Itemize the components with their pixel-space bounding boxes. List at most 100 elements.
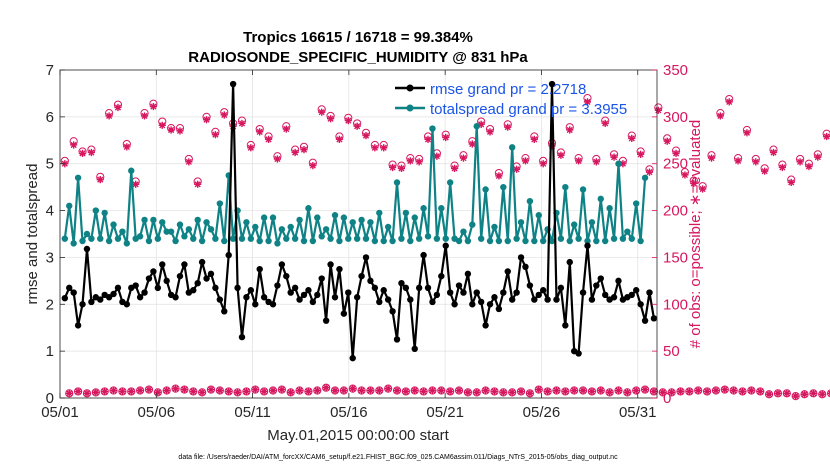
- data-layer: [60, 80, 830, 401]
- rmse-point: [216, 296, 224, 303]
- rmse-point: [97, 296, 104, 303]
- totalspread-point: [442, 235, 449, 242]
- rmse-point: [615, 277, 622, 285]
- rmse-point: [407, 296, 414, 303]
- obs-evaluated-point: [256, 128, 264, 136]
- rmse-point: [482, 322, 489, 329]
- obs-evaluated-point: [685, 387, 693, 396]
- rmse-point: [548, 80, 556, 88]
- obs-evaluated-point: [242, 387, 251, 396]
- rmse-point: [433, 291, 441, 299]
- obs-evaluated-point: [645, 168, 654, 176]
- obs-evaluated-point: [623, 388, 631, 396]
- obs-evaluated-point: [313, 386, 321, 395]
- totalspread-point: [163, 228, 170, 235]
- totalspread-point: [154, 235, 162, 242]
- rmse-point: [415, 284, 423, 292]
- obs-evaluated-point: [406, 157, 414, 165]
- rmse-point: [159, 261, 166, 268]
- totalspread-point: [185, 226, 193, 233]
- obs-evaluated-point: [521, 157, 530, 165]
- totalspread-point: [327, 235, 334, 242]
- totalspread-point: [522, 237, 529, 245]
- y-tick-label-left: 4: [46, 203, 54, 220]
- totalspread-point: [535, 212, 542, 219]
- obs-evaluated-point: [792, 392, 800, 400]
- obs-evaluated-point: [482, 386, 490, 395]
- rmse-point: [588, 296, 596, 303]
- x-tick-label: 05/21: [426, 404, 464, 421]
- obs-evaluated-point: [619, 160, 627, 168]
- obs-evaluated-point: [375, 386, 383, 395]
- obs-evaluated-point: [109, 386, 118, 395]
- obs-evaluated-point: [384, 385, 392, 393]
- legend: rmse grand pr = 2.2718 totalspread grand…: [395, 81, 627, 118]
- rmse-point: [194, 280, 201, 287]
- totalspread-point: [637, 237, 644, 245]
- rmse-point: [367, 277, 374, 285]
- obs-evaluated-point: [92, 388, 100, 396]
- y-tick-label-right: 300: [663, 109, 688, 126]
- obs-evaluated-point: [194, 180, 202, 188]
- obs-evaluated-point: [787, 178, 795, 187]
- rmse-point: [584, 242, 591, 249]
- rmse-point: [327, 261, 334, 268]
- totalspread-point: [562, 183, 569, 191]
- rmse-point: [429, 298, 436, 306]
- obs-evaluated-point: [335, 135, 344, 143]
- totalspread-point: [190, 235, 197, 242]
- rmse-point: [260, 294, 268, 301]
- obs-evaluated-point: [570, 386, 578, 395]
- obs-evaluated-point: [730, 386, 738, 395]
- totalspread-point: [539, 237, 547, 245]
- series-rmse: [61, 80, 658, 362]
- y-tick-label-left: 0: [46, 390, 54, 407]
- obs-evaluated-point: [123, 143, 131, 151]
- rmse-point: [420, 251, 427, 259]
- totalspread-point: [389, 237, 396, 245]
- rmse-point: [513, 289, 520, 296]
- rmse-point: [411, 345, 418, 352]
- obs-evaluated-point: [424, 135, 432, 143]
- rmse-point: [358, 272, 365, 280]
- obs-evaluated-point: [101, 387, 109, 396]
- totalspread-point: [74, 174, 82, 181]
- totalspread-point: [349, 219, 356, 226]
- obs-evaluated-point: [74, 387, 82, 396]
- obs-evaluated-point: [300, 146, 308, 154]
- totalspread-point: [513, 235, 520, 242]
- rmse-point: [402, 284, 410, 292]
- totalspread-point: [61, 235, 69, 242]
- rmse-point: [123, 301, 131, 308]
- totalspread-point: [105, 237, 113, 245]
- obs-evaluated-point: [185, 158, 193, 166]
- rmse-point: [446, 289, 454, 296]
- totalspread-point: [584, 237, 591, 245]
- y-tick-label-left: 1: [46, 343, 54, 360]
- y-tick-label-right: 350: [663, 62, 688, 79]
- obs-evaluated-point: [734, 157, 742, 165]
- obs-evaluated-point: [247, 144, 255, 152]
- totalspread-point: [491, 223, 498, 231]
- obs-evaluated-point: [118, 387, 126, 396]
- rmse-point: [566, 258, 573, 266]
- obs-evaluated-point: [614, 386, 623, 395]
- obs-evaluated-point: [70, 141, 78, 149]
- rmse-point: [318, 275, 325, 282]
- y-axis-label-left: rmse and totalspread: [24, 164, 41, 305]
- obs-evaluated-point: [583, 98, 592, 106]
- totalspread-point: [221, 237, 228, 245]
- totalspread-point: [579, 186, 587, 193]
- obs-evaluated-point: [690, 179, 698, 187]
- legend-rmse-marker: [406, 84, 414, 92]
- y-tick-label-right: 50: [663, 343, 680, 360]
- obs-evaluated-point: [295, 386, 304, 395]
- totalspread-point: [181, 233, 188, 240]
- totalspread-point: [88, 235, 95, 242]
- totalspread-point: [517, 219, 525, 226]
- rmse-point: [154, 284, 162, 292]
- rmse-point: [74, 322, 82, 329]
- rmse-point: [491, 294, 498, 301]
- totalspread-point: [446, 179, 454, 186]
- totalspread-point: [345, 235, 352, 242]
